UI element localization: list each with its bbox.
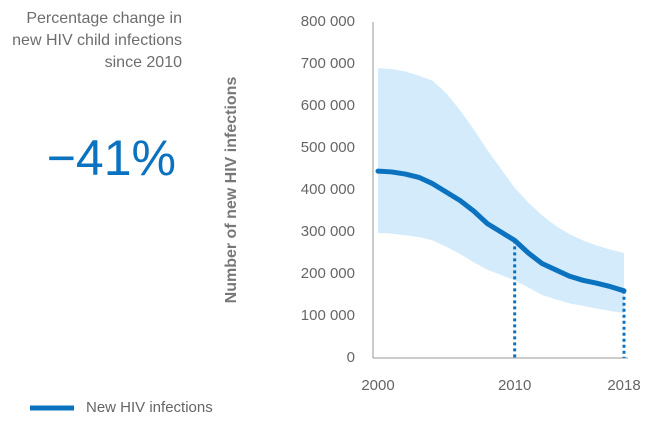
- y-tick-label: 0: [347, 349, 355, 366]
- x-tick-label: 2000: [361, 377, 394, 394]
- x-tick-label: 2018: [607, 377, 640, 394]
- legend-label: New HIV infections: [86, 399, 213, 416]
- side-text-box: Percentage change in new HIV child infec…: [12, 10, 182, 71]
- y-tick-label: 400 000: [301, 181, 355, 198]
- side-text: Percentage change in new HIV child infec…: [12, 10, 182, 71]
- y-tick-label: 500 000: [301, 139, 355, 156]
- headline: −41%: [47, 130, 176, 186]
- series-line: [375, 168, 627, 294]
- confidence-band: [378, 68, 624, 314]
- y-tick-label: 300 000: [301, 223, 355, 240]
- y-axis-label: Number of new HIV infections: [223, 77, 240, 304]
- y-tick-label: 800 000: [301, 13, 355, 30]
- y-tick-label: 700 000: [301, 55, 355, 72]
- x-tick-label: 2010: [498, 377, 531, 394]
- y-tick-label: 100 000: [301, 307, 355, 324]
- y-tick-label: 600 000: [301, 97, 355, 114]
- y-tick-label: 200 000: [301, 265, 355, 282]
